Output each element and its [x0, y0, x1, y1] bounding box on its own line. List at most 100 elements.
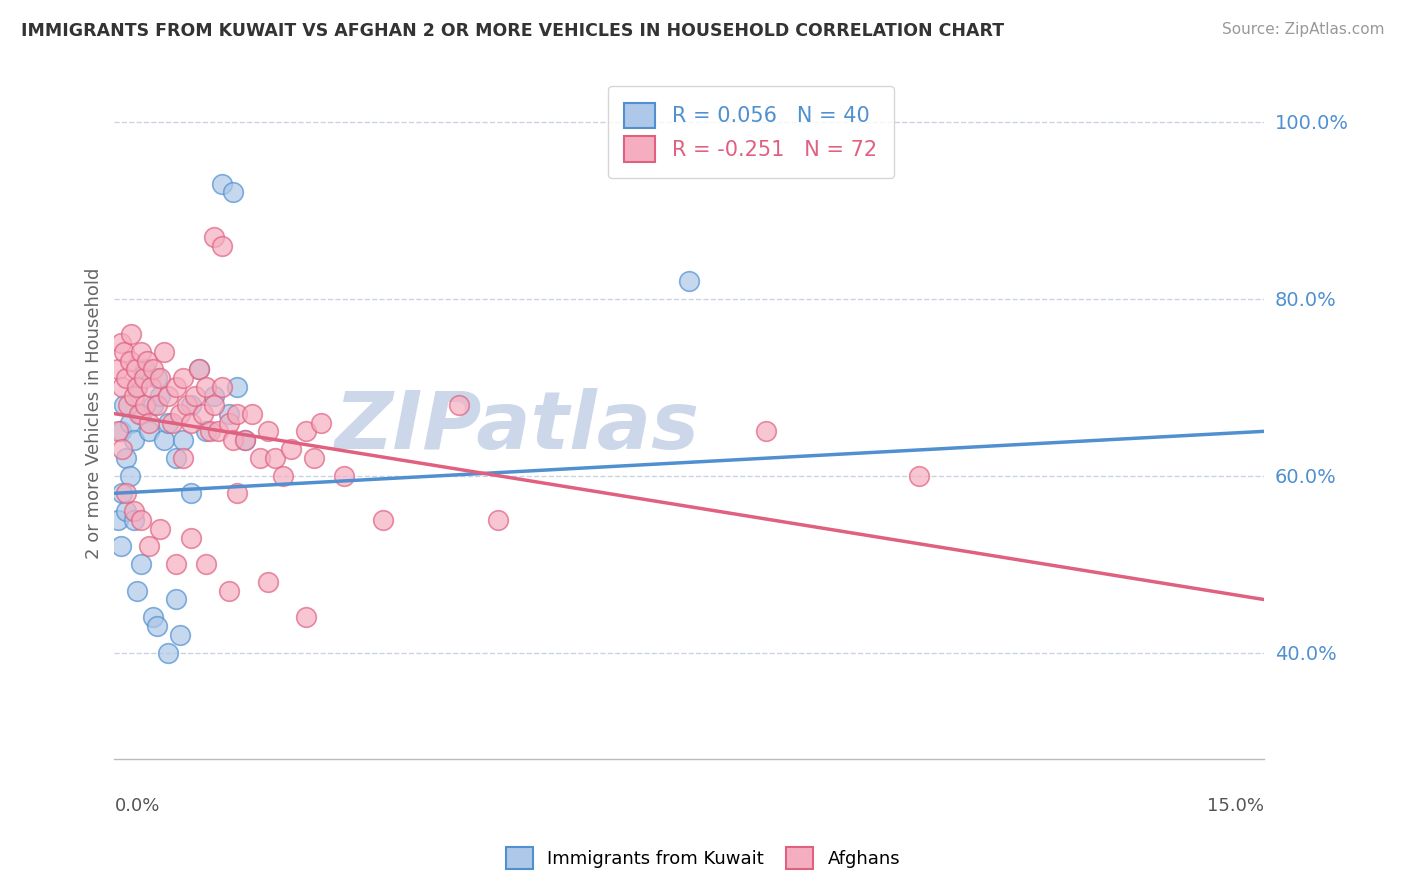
Point	[195, 557, 218, 571]
Point	[187, 362, 209, 376]
Point	[218, 407, 240, 421]
Point	[371, 513, 394, 527]
Point	[180, 531, 202, 545]
Point	[280, 442, 302, 456]
Point	[449, 398, 471, 412]
Point	[202, 229, 225, 244]
Point	[180, 416, 202, 430]
Point	[202, 398, 225, 412]
Point	[176, 398, 198, 412]
Point	[142, 398, 165, 412]
Point	[134, 362, 156, 376]
Point	[755, 425, 778, 439]
Point	[127, 380, 149, 394]
Point	[122, 433, 145, 447]
Point	[135, 353, 157, 368]
Point	[127, 583, 149, 598]
Point	[160, 416, 183, 430]
Point	[211, 238, 233, 252]
Point	[169, 407, 191, 421]
Point	[107, 513, 129, 527]
Point	[157, 389, 180, 403]
Point	[132, 371, 155, 385]
Point	[134, 398, 156, 412]
Point	[145, 371, 167, 385]
Point	[211, 380, 233, 394]
Point	[195, 380, 218, 394]
Legend: Immigrants from Kuwait, Afghans: Immigrants from Kuwait, Afghans	[496, 838, 910, 879]
Point	[122, 513, 145, 527]
Point	[110, 425, 132, 439]
Point	[184, 389, 207, 403]
Point	[678, 274, 700, 288]
Point	[249, 450, 271, 465]
Point	[142, 610, 165, 624]
Point	[153, 344, 176, 359]
Point	[112, 344, 135, 359]
Text: Source: ZipAtlas.com: Source: ZipAtlas.com	[1222, 22, 1385, 37]
Point	[295, 425, 318, 439]
Point	[211, 177, 233, 191]
Point	[111, 442, 134, 456]
Point	[125, 362, 148, 376]
Point	[118, 468, 141, 483]
Point	[122, 504, 145, 518]
Point	[226, 486, 249, 500]
Point	[149, 371, 172, 385]
Point	[486, 513, 509, 527]
Point	[111, 380, 134, 394]
Point	[218, 416, 240, 430]
Point	[295, 610, 318, 624]
Legend: R = 0.056   N = 40, R = -0.251   N = 72: R = 0.056 N = 40, R = -0.251 N = 72	[607, 86, 894, 178]
Point	[111, 486, 134, 500]
Point	[191, 407, 214, 421]
Point	[115, 450, 138, 465]
Point	[264, 450, 287, 465]
Point	[226, 407, 249, 421]
Point	[172, 450, 194, 465]
Point	[256, 574, 278, 589]
Point	[233, 433, 256, 447]
Point	[129, 407, 152, 421]
Point	[157, 416, 180, 430]
Point	[128, 407, 150, 421]
Point	[302, 450, 325, 465]
Point	[222, 186, 245, 200]
Point	[165, 450, 187, 465]
Point	[129, 557, 152, 571]
Point	[112, 398, 135, 412]
Point	[172, 433, 194, 447]
Point	[122, 389, 145, 403]
Point	[153, 433, 176, 447]
Point	[165, 592, 187, 607]
Point	[118, 353, 141, 368]
Point	[115, 371, 138, 385]
Point	[195, 425, 218, 439]
Point	[233, 433, 256, 447]
Text: IMMIGRANTS FROM KUWAIT VS AFGHAN 2 OR MORE VEHICLES IN HOUSEHOLD CORRELATION CHA: IMMIGRANTS FROM KUWAIT VS AFGHAN 2 OR MO…	[21, 22, 1004, 40]
Point	[145, 619, 167, 633]
Point	[202, 389, 225, 403]
Point	[165, 557, 187, 571]
Point	[187, 362, 209, 376]
Point	[165, 380, 187, 394]
Point	[129, 513, 152, 527]
Point	[256, 425, 278, 439]
Point	[180, 486, 202, 500]
Point	[226, 380, 249, 394]
Point	[110, 335, 132, 350]
Point	[145, 398, 167, 412]
Point	[127, 380, 149, 394]
Text: 0.0%: 0.0%	[114, 797, 160, 814]
Point	[117, 398, 139, 412]
Y-axis label: 2 or more Vehicles in Household: 2 or more Vehicles in Household	[86, 268, 103, 559]
Point	[222, 433, 245, 447]
Point	[129, 344, 152, 359]
Point	[180, 398, 202, 412]
Point	[149, 522, 172, 536]
Point	[207, 425, 229, 439]
Point	[908, 468, 931, 483]
Point	[115, 504, 138, 518]
Point	[107, 362, 129, 376]
Point	[120, 326, 142, 341]
